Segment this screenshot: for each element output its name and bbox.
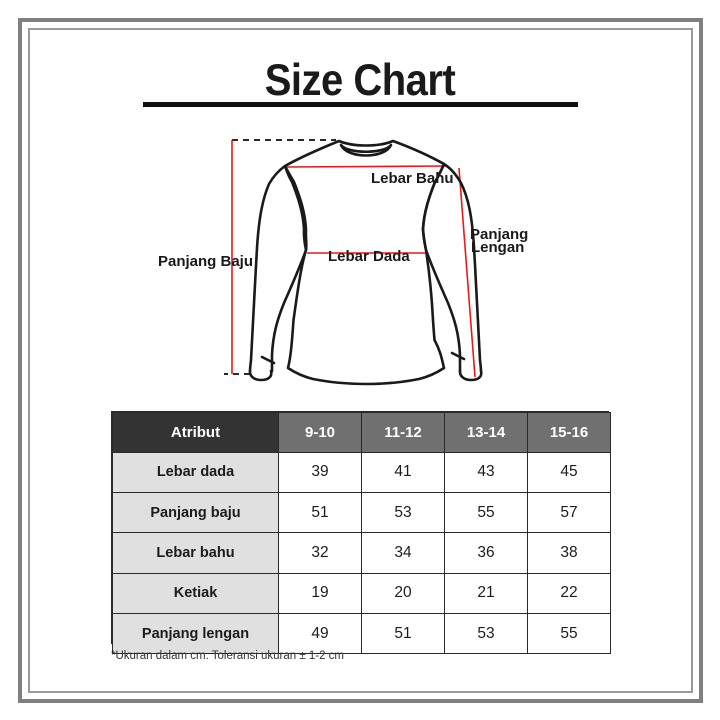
svg-text:Panjang Baju: Panjang Baju (158, 253, 253, 270)
svg-text:Lebar Dada: Lebar Dada (328, 248, 410, 265)
svg-text:Lengan: Lengan (471, 239, 524, 256)
svg-text:Lebar Bahu: Lebar Bahu (371, 170, 454, 187)
